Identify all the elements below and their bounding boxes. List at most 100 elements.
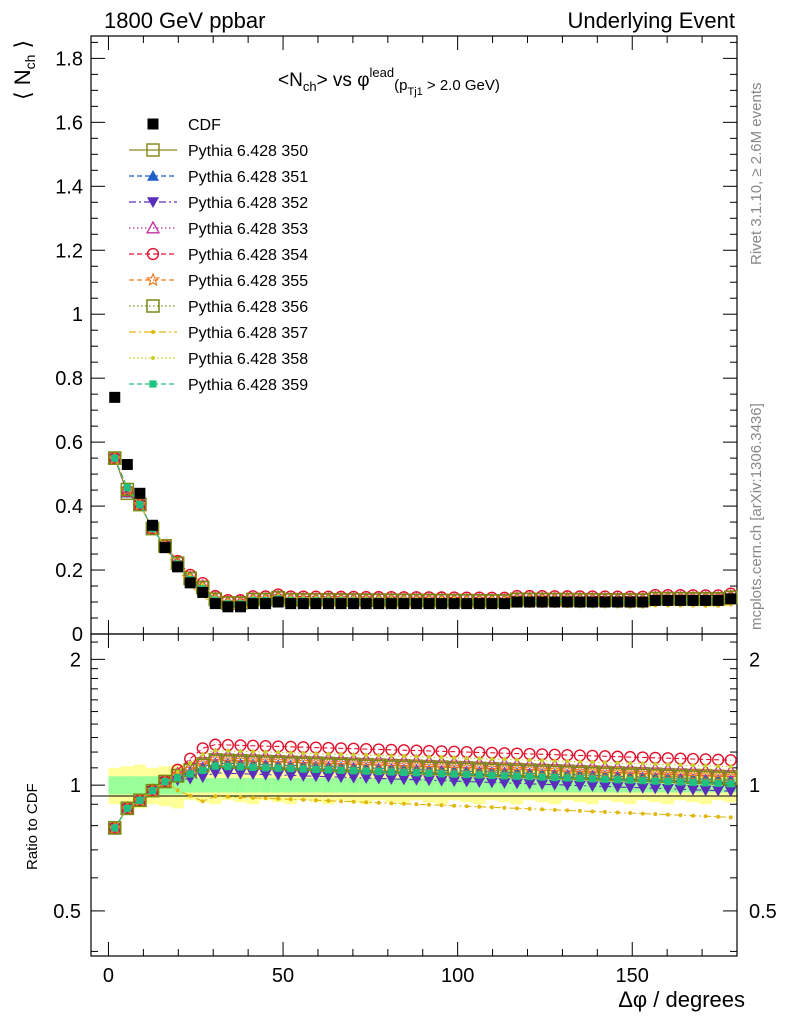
cdf-data-point xyxy=(159,542,171,554)
legend-label: Pythia 6.428 359 xyxy=(188,377,308,394)
ratio-data-point xyxy=(446,759,462,774)
ratio-data-point xyxy=(313,798,318,803)
ratio-data-point xyxy=(648,766,663,781)
ratio-data-point xyxy=(259,769,272,781)
legend-item: Pythia 6.428 351 xyxy=(129,169,308,186)
ratio-data-point xyxy=(477,756,482,761)
ratio-data-point xyxy=(628,761,633,766)
ratio-data-point xyxy=(427,802,432,807)
cdf-data-point xyxy=(524,596,536,608)
cdf-data-point xyxy=(725,593,737,605)
ratio-data-point xyxy=(261,764,270,772)
legend-item: Pythia 6.428 353 xyxy=(129,220,308,238)
ratio-data-point xyxy=(515,806,520,811)
cdf-data-point xyxy=(335,598,347,610)
main-y-tick-label: 1.6 xyxy=(55,112,83,134)
ratio-data-point xyxy=(691,813,696,818)
ratio-green-band xyxy=(259,778,272,793)
cdf-data-point xyxy=(146,519,158,531)
ratio-data-point xyxy=(324,766,333,774)
legend-marker xyxy=(149,380,157,388)
cdf-data-point xyxy=(662,594,674,606)
cdf-data-point xyxy=(285,598,297,610)
ratio-data-point xyxy=(233,753,248,767)
ratio-y-tick-label-right: 1 xyxy=(749,775,760,797)
ratio-data-point xyxy=(346,756,361,771)
cdf-data-point xyxy=(461,598,473,610)
ratio-data-point xyxy=(651,777,659,785)
cdf-data-point xyxy=(385,598,397,610)
ratio-data-point xyxy=(362,767,370,775)
ratio-data-point xyxy=(661,784,674,795)
main-y-tick-label: 1.2 xyxy=(55,240,83,262)
ratio-data-point xyxy=(723,769,738,783)
ratio-data-point xyxy=(459,755,474,769)
ratio-data-point xyxy=(333,756,349,770)
ratio-data-point xyxy=(548,779,561,791)
legend-marker xyxy=(151,356,155,360)
ratio-data-point xyxy=(161,777,169,786)
ratio-data-point xyxy=(263,750,268,755)
ratio-data-point xyxy=(472,760,487,775)
legend-item: Pythia 6.428 352 xyxy=(129,195,308,212)
ratio-y-tick-label: 2 xyxy=(70,649,81,671)
ratio-y-tick-label-right: 0.5 xyxy=(749,901,777,923)
main-series-cdf xyxy=(109,391,737,613)
x-tick-label: 100 xyxy=(441,965,474,987)
ratio-data-point xyxy=(565,808,570,813)
cdf-data-point xyxy=(121,459,133,471)
legend-label: Pythia 6.428 355 xyxy=(188,273,308,290)
ratio-data-point xyxy=(665,762,670,767)
ratio-data-point xyxy=(297,771,310,782)
ratio-green-band xyxy=(196,778,210,793)
ratio-data-point xyxy=(551,773,559,782)
ratio-data-point xyxy=(573,780,586,792)
ratio-data-point xyxy=(473,777,486,788)
ratio-y-axis: 0.5 0.5 1 1 2 2 xyxy=(53,641,777,952)
ratio-data-point xyxy=(639,777,647,785)
ratio-data-point xyxy=(597,764,613,779)
ratio-data-point xyxy=(389,753,394,758)
ratio-data-point xyxy=(225,794,230,799)
cdf-data-point xyxy=(310,598,322,610)
legend-item: Pythia 6.428 359 xyxy=(129,377,308,394)
ratio-data-point xyxy=(397,774,410,786)
cdf-data-point xyxy=(561,596,573,608)
ratio-data-point xyxy=(577,759,582,764)
ratio-data-point xyxy=(610,765,625,779)
ratio-data-point xyxy=(360,773,373,785)
ratio-data-point xyxy=(412,769,421,777)
ratio-data-point xyxy=(263,796,268,801)
cdf-data-point xyxy=(700,594,712,606)
ratio-data-point xyxy=(414,754,419,759)
ratio-green-band xyxy=(183,778,197,793)
ratio-data-point xyxy=(195,751,210,765)
ratio-data-point xyxy=(716,814,721,819)
ratio-series-352 xyxy=(108,768,737,834)
cdf-data-point xyxy=(712,594,724,606)
ratio-data-point xyxy=(502,805,507,810)
ratio-data-point xyxy=(196,772,209,784)
ratio-data-point xyxy=(527,806,532,811)
ratio-data-point xyxy=(199,766,207,774)
main-data-point xyxy=(120,482,135,497)
ratio-data-point xyxy=(660,767,676,781)
ratio-data-point xyxy=(349,767,358,775)
ratio-data-point xyxy=(552,758,557,763)
ratio-data-point xyxy=(603,809,608,814)
ratio-data-point xyxy=(653,762,658,767)
ratio-data-point xyxy=(610,760,625,774)
legend-marker xyxy=(147,118,159,130)
ratio-data-point xyxy=(522,757,537,771)
ratio-data-point xyxy=(475,771,483,779)
ratio-data-point xyxy=(673,762,688,776)
ratio-plot-panel: 0.5 0.5 1 1 2 2 0 50 100 150 Ratio to CDF xyxy=(24,633,777,987)
ratio-y-axis-label: Ratio to CDF xyxy=(24,783,41,870)
cdf-data-point xyxy=(624,596,636,608)
legend-label: Pythia 6.428 353 xyxy=(188,221,308,238)
ratio-y-tick-label: 1 xyxy=(70,775,81,797)
ratio-green-band xyxy=(284,778,298,793)
ratio-data-point xyxy=(301,751,306,756)
ratio-data-point xyxy=(484,761,500,775)
cdf-data-point xyxy=(536,596,548,608)
